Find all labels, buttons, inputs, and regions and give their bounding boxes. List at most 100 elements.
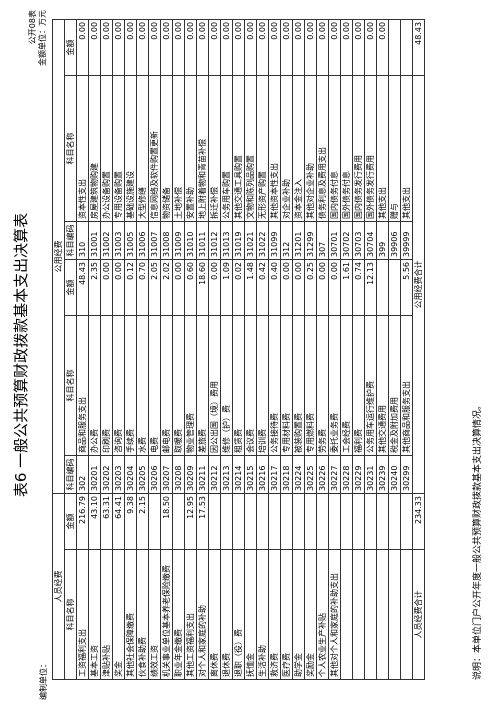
table-cell xyxy=(316,493,329,550)
table-cell xyxy=(352,549,365,680)
table-cell: 30205 xyxy=(136,455,149,494)
table-row: 30240 税金及附加费用 39906 赠与 xyxy=(388,19,401,680)
table-cell: 办公设备购置 xyxy=(100,75,113,222)
table-cell: 30206 xyxy=(148,455,161,494)
footer-label: 人员经费合计 xyxy=(412,549,425,680)
table-cell: 奖金 xyxy=(112,549,125,680)
table-cell: 土地补偿 xyxy=(172,75,185,222)
table-cell: 其他社会保障缴费 xyxy=(124,549,137,680)
table-row: 生活补助 30216 培训费 0.42 31022 无形资产购置 0.00 xyxy=(256,19,269,680)
table-cell: 0.00 xyxy=(208,259,221,316)
table-cell: 其他交通工具购置 xyxy=(232,75,245,222)
table-cell: 31011 xyxy=(196,221,209,260)
table-cell: 0.74 xyxy=(352,259,365,316)
table-cell: 0.00 xyxy=(328,259,341,316)
table-cell: 2.02 xyxy=(160,259,173,316)
table-cell: 31099 xyxy=(268,221,281,260)
table-cell: 30239 xyxy=(376,455,389,494)
table-cell: 30202 xyxy=(100,455,113,494)
table-cell: 国外债务发行费用 xyxy=(364,75,377,222)
table-row: 个人农业生产补贴 30226 劳务费 0.00 307 债务利息及费用支出 0.00 xyxy=(316,19,329,680)
table-cell: 其他交通费用 xyxy=(376,315,389,456)
table-cell: 17.53 xyxy=(196,493,209,550)
table-cell: 手续费 xyxy=(124,315,137,456)
table-cell: 公务接待费 xyxy=(268,315,281,456)
table-cell: 救济费 xyxy=(268,549,281,680)
table-cell: 电费 xyxy=(148,315,161,456)
table-cell: 因公出国（境）费用 xyxy=(208,315,221,456)
column-header: 科目名称 xyxy=(64,315,77,456)
table-cell: 31012 xyxy=(208,221,221,260)
table-row: 30228 工会经费 1.61 30702 国外债务付息 0.00 xyxy=(340,19,353,680)
table-cell: 其他支出 xyxy=(400,75,413,222)
note: 说明：本单位门户公开年度一般公共预算财政拨款基本支出决算情况。 xyxy=(473,400,483,680)
org: 编制单位： xyxy=(39,660,48,700)
table-cell: 31008 xyxy=(160,221,173,260)
table-cell xyxy=(376,259,389,316)
table-cell: 0.00 xyxy=(112,19,125,76)
table-cell: 0.25 xyxy=(304,259,317,316)
table-cell: 30703 xyxy=(352,221,365,260)
table-cell: 其他支出 xyxy=(376,75,389,222)
table-cell: 31002 xyxy=(100,221,113,260)
table-cell: 福利费 xyxy=(352,315,365,456)
table-cell: 0.00 xyxy=(280,259,293,316)
table-cell: 30204 xyxy=(124,455,137,494)
table-row: 30229 福利费 0.74 30703 国内债务发行费用 0.00 xyxy=(352,19,365,680)
table-cell: 0.00 xyxy=(328,19,341,76)
table-cell: 其他商品和服务支出 xyxy=(400,315,413,456)
table-row: 30299 其他商品和服务支出 5.56 39999 其他支出 xyxy=(400,19,413,680)
table-cell xyxy=(280,493,293,550)
table-cell: 31021 xyxy=(244,221,257,260)
table-row: 人员经费合计 234.33 公用经费合计 48.43 xyxy=(412,19,425,680)
table-cell xyxy=(220,493,233,550)
table-row: 绩效工资 30206 电费 2.05 31007 信息网络及软件购置更新 0.00 xyxy=(148,19,161,680)
table-cell: 31005 xyxy=(124,221,137,260)
table-cell: 30207 xyxy=(160,455,173,494)
table-cell: 绩效工资 xyxy=(148,549,161,680)
table-cell: 31010 xyxy=(184,221,197,260)
table-cell: 助学金 xyxy=(292,549,305,680)
table-cell: 公务用车运行维护费 xyxy=(364,315,377,456)
table-cell xyxy=(148,493,161,550)
table-cell: 被装购置费 xyxy=(292,315,305,456)
table-cell: 30218 xyxy=(280,455,293,494)
table-cell: 31019 xyxy=(232,221,245,260)
table-cell: 30213 xyxy=(220,455,233,494)
table-cell: 31007 xyxy=(148,221,161,260)
table-cell: 30209 xyxy=(184,455,197,494)
table-cell: 30704 xyxy=(364,221,377,260)
table-cell: 维修（护）费 xyxy=(220,315,233,456)
table-cell: 0.00 xyxy=(172,19,185,76)
table-cell: 基础设施建设 xyxy=(124,75,137,222)
table-cell: 无形资产购置 xyxy=(256,75,269,222)
table-cell: 0.00 xyxy=(280,19,293,76)
table-cell: 0.00 xyxy=(292,259,305,316)
table-cell: 差旅费 xyxy=(196,315,209,456)
table-cell: 津贴补贴 xyxy=(100,549,113,680)
table-cell: 30240 xyxy=(388,455,401,494)
table-cell: 30231 xyxy=(364,455,377,494)
table-cell: 0.02 xyxy=(232,259,245,316)
table-cell: 国内债务发行费用 xyxy=(352,75,365,222)
table-cell: 5.56 xyxy=(400,259,413,316)
table-cell xyxy=(388,19,401,76)
table-cell: 医疗费 xyxy=(280,549,293,680)
table-cell: 0.60 xyxy=(184,259,197,316)
table-cell: 0.00 xyxy=(88,19,101,76)
table-cell: 信息网络及软件购置更新 xyxy=(148,75,161,222)
table-cell xyxy=(400,19,413,76)
table-cell: 专用燃料费 xyxy=(304,315,317,456)
table-cell: 30224 xyxy=(292,455,305,494)
footer-label: 公用经费合计 xyxy=(412,75,425,494)
table-cell: 拆迁补偿 xyxy=(208,75,221,222)
table-cell: 0.00 xyxy=(352,19,365,76)
table-cell: 专用设备购置 xyxy=(112,75,125,222)
table-cell: 委托业务费 xyxy=(328,315,341,456)
table-cell: 30212 xyxy=(208,455,221,494)
footer-value: 48.43 xyxy=(412,19,425,76)
table-cell: 个人农业生产补贴 xyxy=(316,549,329,680)
column-header: 科目编码 xyxy=(64,455,77,494)
table-row: 退休费 30213 维修（护）费 1.09 31013 公务用车购置 0.00 xyxy=(220,19,233,680)
group-header: 公用经费 xyxy=(52,19,65,494)
